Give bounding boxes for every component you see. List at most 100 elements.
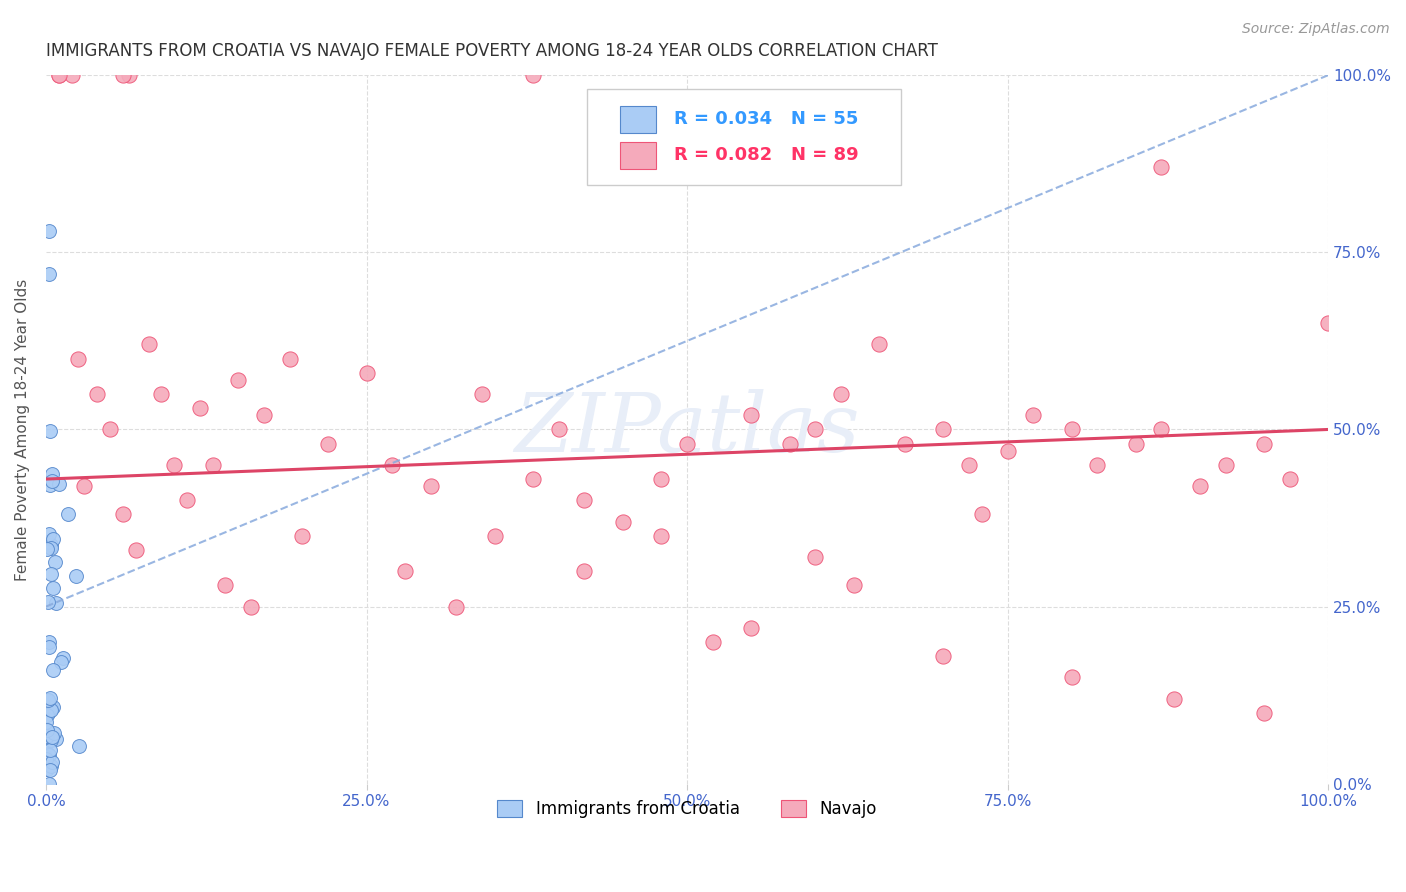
- Point: [804, 549, 827, 564]
- Point: [253, 409, 276, 423]
- Point: [86, 387, 108, 401]
- Point: [932, 649, 955, 664]
- Point: [35, 723, 58, 738]
- Point: [226, 373, 249, 387]
- Point: [44, 555, 66, 569]
- Point: [39, 540, 62, 554]
- Point: [51, 655, 73, 669]
- Point: [48, 68, 70, 82]
- Point: [188, 401, 211, 416]
- Point: [125, 543, 148, 558]
- Point: [957, 458, 980, 472]
- Point: [1022, 409, 1045, 423]
- Point: [1215, 458, 1237, 472]
- Point: [240, 599, 263, 614]
- Point: [1188, 479, 1211, 493]
- Point: [37, 727, 59, 741]
- Point: [67, 739, 90, 754]
- Point: [1253, 436, 1275, 450]
- Point: [612, 515, 634, 529]
- Text: IMMIGRANTS FROM CROATIA VS NAVAJO FEMALE POVERTY AMONG 18-24 YEAR OLDS CORRELATI: IMMIGRANTS FROM CROATIA VS NAVAJO FEMALE…: [46, 42, 938, 60]
- Point: [39, 538, 62, 552]
- Point: [484, 529, 506, 543]
- Point: [394, 564, 416, 578]
- Point: [45, 596, 67, 610]
- Point: [201, 458, 224, 472]
- Point: [702, 635, 724, 649]
- Point: [41, 731, 63, 745]
- Point: [56, 507, 79, 521]
- Point: [970, 508, 993, 522]
- Point: [38, 224, 60, 238]
- Point: [73, 479, 96, 493]
- Point: [574, 564, 596, 578]
- Point: [52, 650, 75, 665]
- Point: [37, 729, 59, 743]
- Point: [1150, 422, 1173, 436]
- Point: [35, 762, 58, 776]
- Point: [163, 458, 186, 472]
- Point: [650, 472, 672, 486]
- Point: [316, 436, 339, 450]
- Point: [37, 595, 59, 609]
- Point: [38, 527, 60, 541]
- Point: [39, 541, 62, 555]
- Point: [42, 532, 65, 546]
- Point: [35, 693, 58, 707]
- Bar: [620, 142, 657, 169]
- Point: [522, 68, 544, 82]
- Point: [650, 529, 672, 543]
- Text: R = 0.034   N = 55: R = 0.034 N = 55: [675, 111, 859, 128]
- Point: [39, 691, 62, 706]
- Point: [41, 467, 63, 481]
- Point: [522, 472, 544, 486]
- Point: [38, 776, 60, 790]
- Point: [48, 476, 70, 491]
- Point: [779, 436, 801, 450]
- Point: [39, 703, 62, 717]
- Point: [38, 267, 60, 281]
- Point: [37, 747, 59, 761]
- Point: [740, 409, 762, 423]
- Point: [65, 569, 87, 583]
- Point: [471, 387, 494, 401]
- Point: [42, 700, 65, 714]
- Point: [894, 436, 917, 450]
- Point: [1060, 670, 1083, 684]
- Point: [1278, 472, 1301, 486]
- Point: [419, 479, 441, 493]
- Point: [42, 581, 65, 595]
- Point: [98, 422, 121, 436]
- Point: [1125, 436, 1147, 450]
- Point: [111, 508, 134, 522]
- Point: [39, 759, 62, 773]
- Point: [1150, 161, 1173, 175]
- Point: [111, 68, 134, 82]
- Point: [1253, 706, 1275, 720]
- Point: [291, 529, 314, 543]
- Point: [278, 351, 301, 366]
- Point: [38, 478, 60, 492]
- Point: [37, 692, 59, 706]
- Point: [214, 578, 236, 592]
- Text: Source: ZipAtlas.com: Source: ZipAtlas.com: [1241, 22, 1389, 37]
- Point: [44, 725, 66, 739]
- Point: [41, 566, 63, 581]
- Point: [41, 699, 63, 714]
- Point: [176, 493, 198, 508]
- Y-axis label: Female Poverty Among 18-24 Year Olds: Female Poverty Among 18-24 Year Olds: [15, 278, 30, 581]
- Point: [39, 732, 62, 747]
- Point: [868, 153, 890, 168]
- Point: [66, 351, 89, 366]
- Point: [48, 68, 70, 82]
- Point: [381, 458, 404, 472]
- Point: [118, 68, 141, 82]
- Point: [38, 635, 60, 649]
- Point: [1085, 458, 1108, 472]
- Point: [60, 68, 83, 82]
- Point: [38, 640, 60, 655]
- Point: [842, 578, 865, 592]
- Point: [1060, 422, 1083, 436]
- Point: [138, 337, 160, 351]
- Text: ZIPatlas: ZIPatlas: [515, 390, 860, 469]
